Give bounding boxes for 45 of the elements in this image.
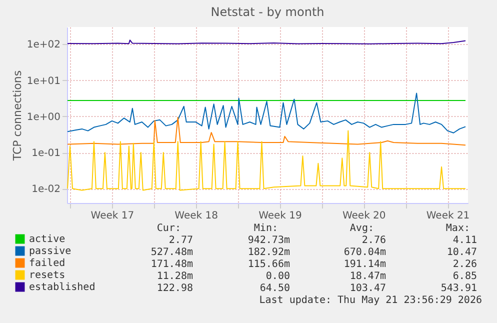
line-series [67,92,466,134]
legend-label: failed [29,258,66,269]
text: 670.04m [344,247,386,258]
x-tick-label: Week 18 [174,210,218,222]
text: 942.73m [248,235,290,246]
text: 0.00 [266,271,290,282]
text: 6.85 [452,271,477,282]
text: 2.76 [362,235,386,246]
y-tick-label: 1e+02 [26,40,60,51]
y-tick-label: 1e+00 [26,112,60,123]
text: Last update: Thu May 21 23:56:29 2026 [259,295,482,306]
text: 2.77 [168,235,193,246]
x-tick-label: Week 17 [90,210,134,222]
text: Min: [254,223,278,234]
text: 4.11 [452,235,477,246]
y-tick-label: 1e+01 [26,76,60,87]
text: 2.26 [452,259,477,270]
text: 182.92m [248,247,290,258]
line-series [67,130,466,191]
text: 122.98 [156,283,193,294]
text: 11.28m [156,271,193,282]
y-tick-label: 1e-02 [32,184,60,196]
y-axis-title: TCP connections [10,70,24,162]
text: 543.91 [440,283,477,294]
legend-label: resets [29,270,66,281]
y-tick-label: 1e-01 [32,148,60,160]
x-tick-label: Week 21 [426,210,470,222]
text: 10.47 [446,247,477,258]
text: Avg: [350,223,374,234]
text: Max: [446,223,470,234]
legend-label: passive [29,246,72,257]
text: 171.48m [150,259,193,270]
text: 115.66m [248,259,290,270]
legend-label: active [29,234,66,245]
text: 103.47 [350,283,386,294]
line-series [67,116,466,146]
x-tick-label: Week 19 [258,210,302,222]
text: Cur: [156,223,181,234]
x-tick-label: Week 20 [342,210,386,222]
text: 191.14m [344,259,386,270]
text: 18.47m [350,271,386,282]
text: 64.50 [260,283,290,294]
legend-label: established [29,282,96,293]
chart-title: Netstat - by month [210,5,324,19]
text: 527.48m [150,247,193,258]
